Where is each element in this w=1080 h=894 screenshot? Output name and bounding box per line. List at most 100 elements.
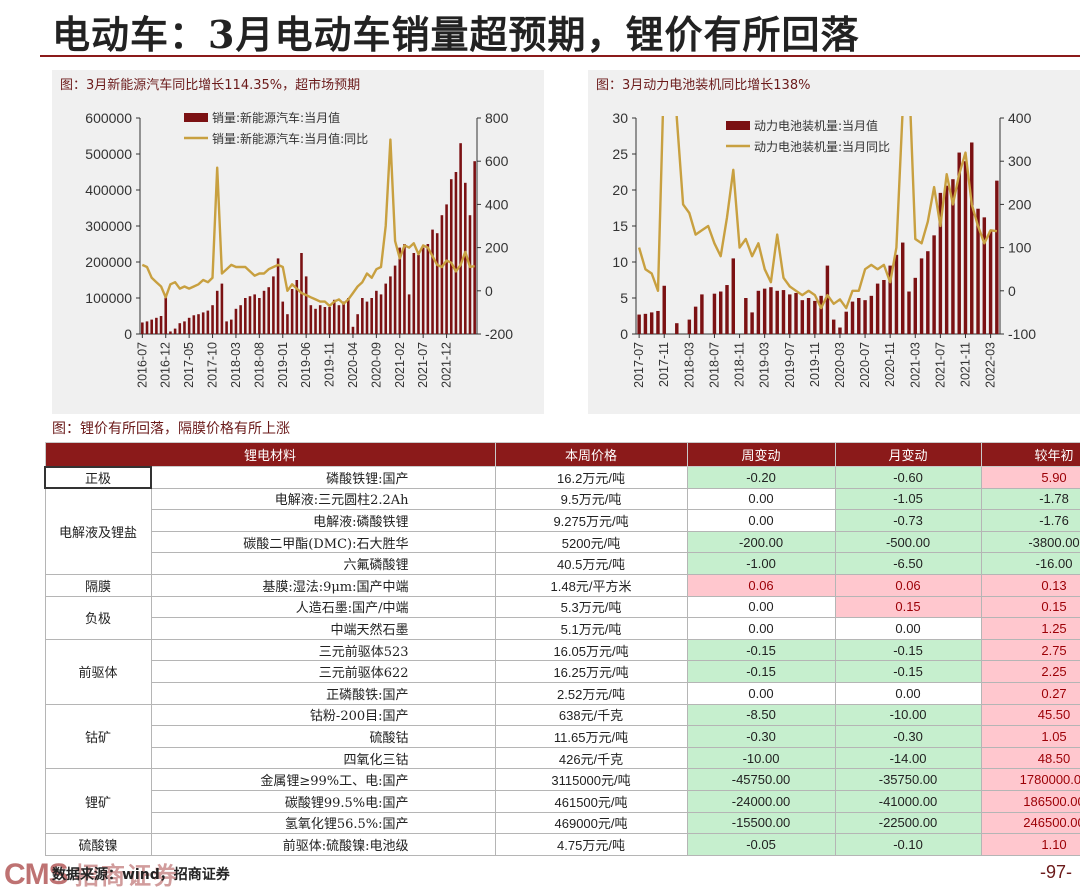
price-cell: 469000元/吨 (494, 811, 688, 835)
bar (850, 301, 855, 334)
price-cell: 461500元/吨 (494, 789, 688, 813)
ytd-change-cell: -1.78 (980, 487, 1080, 511)
bar (731, 258, 736, 334)
table-header-row: 锂电材料 本周价格 周变动 月变动 较年初 (44, 442, 1080, 467)
y-right-tick-label: -100 (1008, 326, 1036, 342)
x-tick-label: 2021-07 (416, 342, 430, 388)
category-cell: 电解液及锂盐 (44, 487, 152, 575)
price-cell: 40.5万元/吨 (494, 552, 688, 575)
material-name-cell: 前驱体:硫酸镍:电池级 (150, 833, 496, 856)
month-change-cell: -0.60 (834, 466, 982, 489)
bar (788, 294, 792, 334)
month-change-cell: -41000.00 (834, 789, 982, 813)
x-tick-label: 2021-12 (440, 342, 454, 388)
bar (712, 293, 717, 334)
x-tick-label: 2020-07 (858, 342, 872, 388)
ytd-change-cell: 1780000.00 (980, 768, 1080, 791)
bar (370, 298, 373, 334)
y-left-tick-label: 400000 (85, 182, 132, 198)
bar (365, 301, 369, 334)
bar (351, 326, 355, 334)
material-name-cell: 钴粉-200目:国产 (150, 703, 496, 727)
bar (215, 290, 219, 334)
x-tick-label: 2021-11 (958, 342, 972, 387)
bar (173, 328, 177, 334)
x-tick-label: 2019-11 (808, 342, 822, 387)
bar (346, 298, 350, 334)
material-name-cell: 磷酸铁锂:国产 (150, 466, 496, 489)
material-name-cell: 中端天然石墨 (150, 617, 496, 640)
bar (234, 308, 238, 334)
bar (825, 265, 830, 334)
bar (304, 276, 308, 334)
category-cell: 锂矿 (44, 768, 152, 835)
bar (403, 244, 406, 334)
bar (643, 313, 648, 334)
material-name-cell: 电解液:磷酸铁锂 (150, 509, 496, 532)
material-name-cell: 碳酸锂99.5%电:国产 (150, 789, 496, 813)
x-tick-label: 2020-11 (883, 342, 897, 387)
bar (756, 290, 761, 334)
table-row: 碳酸锂99.5%电:国产 461500元/吨 -24000.00 -41000.00 1… (45, 789, 1080, 813)
bar (286, 314, 289, 334)
bar (201, 312, 205, 334)
x-tick-label: 2018-07 (707, 342, 721, 388)
bar (229, 319, 233, 334)
week-change-cell: -0.15 (686, 660, 836, 683)
y-right-tick-label: 0 (485, 283, 493, 299)
legend-line-label: 销量:新能源汽车:当月值:同比 (212, 131, 368, 146)
y-left-tick-label: 25 (612, 146, 628, 162)
table-row: 正极 磷酸铁锂:国产 16.2万元/吨 -0.20 -0.60 5.90 (44, 465, 1080, 490)
bar (687, 319, 692, 334)
x-tick-label: 2020-04 (346, 342, 360, 388)
month-change-cell: -0.15 (834, 638, 982, 662)
price-cell: 5.1万元/吨 (494, 617, 688, 640)
x-tick-label: 2018-11 (733, 342, 747, 387)
bar-series (141, 143, 476, 334)
bar (141, 322, 144, 334)
bar (838, 327, 842, 334)
header-week-change: 周变动 (686, 442, 836, 467)
bar (675, 323, 679, 334)
bar (239, 305, 242, 334)
y-left-tick-label: 5 (620, 290, 628, 306)
price-cell: 426元/千克 (494, 746, 688, 770)
bar (762, 288, 767, 334)
bar (150, 319, 153, 334)
legend-bar-swatch (726, 121, 750, 130)
month-change-cell: -1.05 (834, 487, 982, 511)
bar (813, 300, 817, 334)
y-left-tick-label: 600000 (85, 110, 132, 126)
material-name-cell: 四氧化三钴 (150, 746, 496, 770)
x-tick-label: 2019-11 (323, 342, 337, 387)
bar (407, 294, 411, 334)
x-tick-label: 2019-07 (783, 342, 797, 388)
bar (421, 247, 425, 334)
bar (725, 285, 729, 334)
x-tick-label: 2020-03 (833, 342, 847, 388)
y-right-tick-label: 400 (485, 196, 509, 212)
bar (426, 244, 430, 334)
week-change-cell: 0.00 (686, 509, 836, 532)
bar (342, 301, 345, 334)
price-cell: 2.52万元/吨 (494, 681, 688, 705)
bar (159, 316, 163, 334)
table-row: 前驱体 三元前驱体523 16.05万元/吨 -0.15 -0.15 2.75 (44, 638, 1080, 705)
table-row: 六氟磷酸锂 40.5万元/吨 -1.00 -6.50 -16.00 (45, 552, 1080, 575)
table-row: 三元前驱体622 16.25万元/吨 -0.15 -0.15 2.25 (45, 660, 1080, 683)
ytd-change-cell: 1.10 (980, 833, 1080, 856)
bar (718, 291, 723, 334)
bar (375, 290, 378, 334)
material-name-cell: 氢氧化锂56.5%:国产 (150, 811, 496, 835)
bar (318, 305, 322, 334)
bar (449, 179, 453, 334)
table-row: 钴矿 钴粉-200目:国产 638元/千克 -8.50 -10.00 45.50 (44, 703, 1080, 770)
bar (440, 215, 444, 334)
table-row: 锂矿 金属锂≥99%工、电:国产 3115000元/吨 -45750.00 -35750… (44, 768, 1080, 835)
ytd-change-cell: -16.00 (980, 552, 1080, 575)
material-name-cell: 三元前驱体622 (150, 660, 496, 683)
table-row: 中端天然石墨 5.1万元/吨 0.00 0.00 1.25 (45, 617, 1080, 640)
header-month-change: 月变动 (834, 442, 982, 467)
bar (309, 305, 313, 334)
x-tick-label: 2019-03 (758, 342, 772, 388)
